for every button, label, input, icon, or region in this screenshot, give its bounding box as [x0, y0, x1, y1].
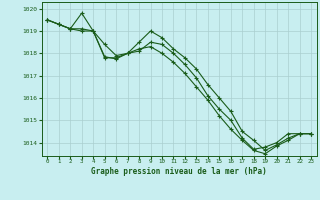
X-axis label: Graphe pression niveau de la mer (hPa): Graphe pression niveau de la mer (hPa) [91, 167, 267, 176]
